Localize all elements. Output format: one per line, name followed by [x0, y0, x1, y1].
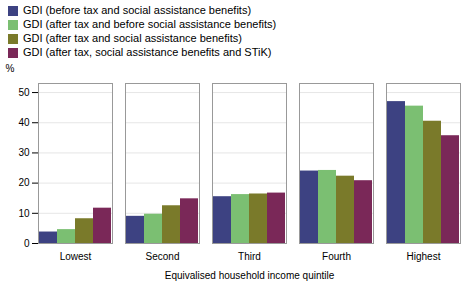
svg-text:10: 10: [18, 208, 30, 219]
svg-text:50: 50: [18, 87, 30, 98]
svg-text:Fourth: Fourth: [322, 251, 351, 262]
svg-text:Third: Third: [238, 251, 261, 262]
svg-text:%: %: [6, 63, 15, 74]
html-text:GDI (after tax, social assista: GDI (after tax, social assistance benefi…: [23, 46, 272, 58]
svg-text:Equivalised household income q: Equivalised household income quintile: [165, 270, 335, 281]
svg-text:Lowest: Lowest: [60, 251, 92, 262]
svg-text:40: 40: [18, 117, 30, 128]
svg-text:30: 30: [18, 147, 30, 158]
svg-text:20: 20: [18, 177, 30, 188]
svg-text:Highest: Highest: [407, 251, 441, 262]
html-text:GDI (after tax and social assi: GDI (after tax and social assistance ben…: [23, 32, 242, 44]
svg-text:0: 0: [24, 238, 30, 249]
html-text:GDI (before tax and social ass: GDI (before tax and social assistance be…: [23, 4, 252, 16]
html-text:GDI (after tax and before soci: GDI (after tax and before social assista…: [23, 18, 277, 30]
svg-text:Second: Second: [146, 251, 180, 262]
